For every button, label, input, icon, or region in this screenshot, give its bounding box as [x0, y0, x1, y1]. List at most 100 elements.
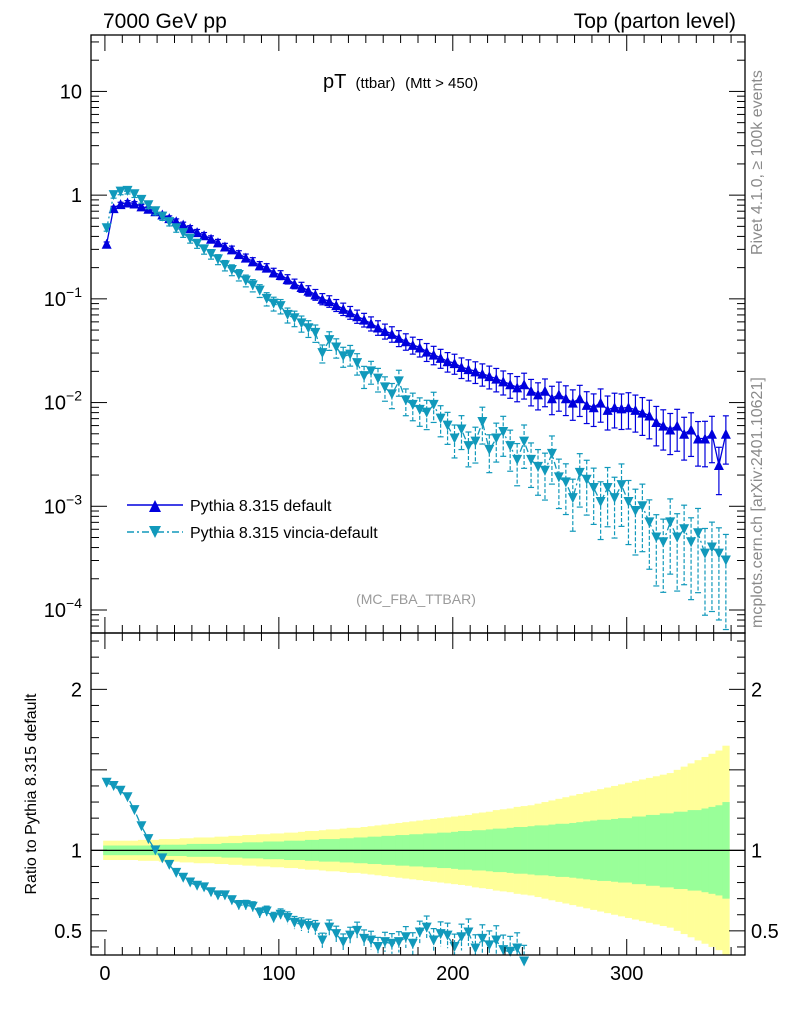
data-point	[240, 275, 251, 286]
ratio-panel: 2 2 1 1 0.5 0.5 0 100 200 300 Ratio to Pythia 8.3…	[23, 632, 779, 985]
data-point	[519, 379, 530, 390]
ratio-point	[331, 929, 342, 940]
ratio-y-tick-label-right: 2	[751, 679, 762, 701]
data-point	[470, 366, 481, 377]
data-point	[164, 217, 175, 228]
data-point	[477, 368, 488, 379]
ratio-y-tick-label-left: 1	[71, 840, 82, 862]
header-energy: 7000 GeV pp	[103, 10, 227, 33]
data-point	[637, 407, 648, 418]
y-tick-mantissa: 1	[71, 185, 82, 207]
data-point	[150, 206, 161, 217]
data-point	[331, 300, 342, 311]
data-point	[289, 278, 300, 289]
data-point	[407, 339, 418, 350]
data-point	[442, 420, 453, 431]
legend-marker-vincia	[149, 526, 161, 538]
ratio-point	[338, 937, 349, 948]
series-vincia	[101, 185, 731, 631]
data-point	[219, 241, 230, 252]
analysis-watermark: (MC_FBA_TTBAR)	[356, 591, 476, 607]
ratio-point	[505, 946, 516, 957]
data-point	[400, 336, 411, 347]
data-point	[623, 402, 634, 413]
data-point	[247, 280, 258, 291]
ratio-point	[296, 919, 307, 930]
data-point	[101, 223, 112, 234]
y-tick-label: 10−3	[44, 491, 82, 518]
data-point	[338, 303, 349, 314]
data-point	[672, 532, 683, 543]
x-tick-label: 300	[610, 963, 643, 985]
ratio-point	[275, 909, 286, 920]
ratio-point	[247, 901, 258, 912]
data-point	[206, 233, 217, 244]
ratio-point	[136, 821, 147, 832]
data-point	[574, 467, 585, 478]
data-point	[282, 274, 293, 285]
data-point	[115, 186, 126, 197]
data-point	[226, 244, 237, 255]
data-point	[595, 496, 606, 507]
data-point	[588, 402, 599, 413]
data-point	[477, 416, 488, 427]
data-point	[414, 342, 425, 353]
ratio-point	[310, 922, 321, 933]
data-point	[400, 395, 411, 406]
data-point	[143, 200, 154, 211]
data-point	[310, 327, 321, 338]
data-point	[226, 264, 237, 275]
data-point	[679, 428, 690, 439]
y-tick-exponent: −2	[66, 388, 82, 404]
data-point	[324, 335, 335, 346]
data-point	[686, 537, 697, 548]
ratio-point	[178, 872, 189, 883]
data-point	[449, 358, 460, 369]
data-point	[324, 296, 335, 307]
data-point	[303, 323, 314, 334]
ratio-point	[212, 890, 223, 901]
data-point	[498, 427, 509, 438]
ratio-point	[463, 927, 474, 938]
data-point	[560, 393, 571, 404]
data-point	[268, 298, 279, 309]
ratio-point	[150, 845, 161, 856]
ratio-point	[345, 930, 356, 941]
legend-label-default: Pythia 8.315 default	[190, 498, 332, 515]
data-point	[129, 198, 140, 209]
data-point	[630, 404, 641, 415]
data-point	[359, 371, 370, 382]
data-point	[456, 362, 467, 373]
ratio-point	[359, 933, 370, 944]
ratio-point	[101, 777, 112, 788]
ratio-point	[428, 935, 439, 946]
header-process: Top (parton level)	[574, 10, 736, 33]
data-point	[442, 356, 453, 367]
data-point	[546, 448, 557, 459]
data-point	[212, 254, 223, 265]
data-point	[658, 537, 669, 548]
data-point	[449, 433, 460, 444]
data-point	[581, 399, 592, 410]
data-point	[512, 454, 523, 465]
data-point	[393, 376, 404, 387]
data-point	[706, 428, 717, 439]
data-point	[602, 483, 613, 494]
legend-label-vincia: Pythia 8.315 vincia-default	[190, 525, 378, 542]
data-point	[526, 385, 537, 396]
data-point	[275, 269, 286, 280]
data-point	[665, 517, 676, 528]
ratio-point	[484, 940, 495, 951]
data-point	[567, 493, 578, 504]
data-point	[129, 189, 140, 200]
data-point	[435, 413, 446, 424]
data-point	[546, 393, 557, 404]
data-point	[366, 318, 377, 329]
ratio-point	[414, 927, 425, 938]
ratio-point	[122, 792, 133, 803]
data-point	[498, 376, 509, 387]
data-point	[588, 483, 599, 494]
x-tick-label: 0	[99, 963, 110, 985]
data-point	[331, 342, 342, 353]
data-point	[421, 407, 432, 418]
